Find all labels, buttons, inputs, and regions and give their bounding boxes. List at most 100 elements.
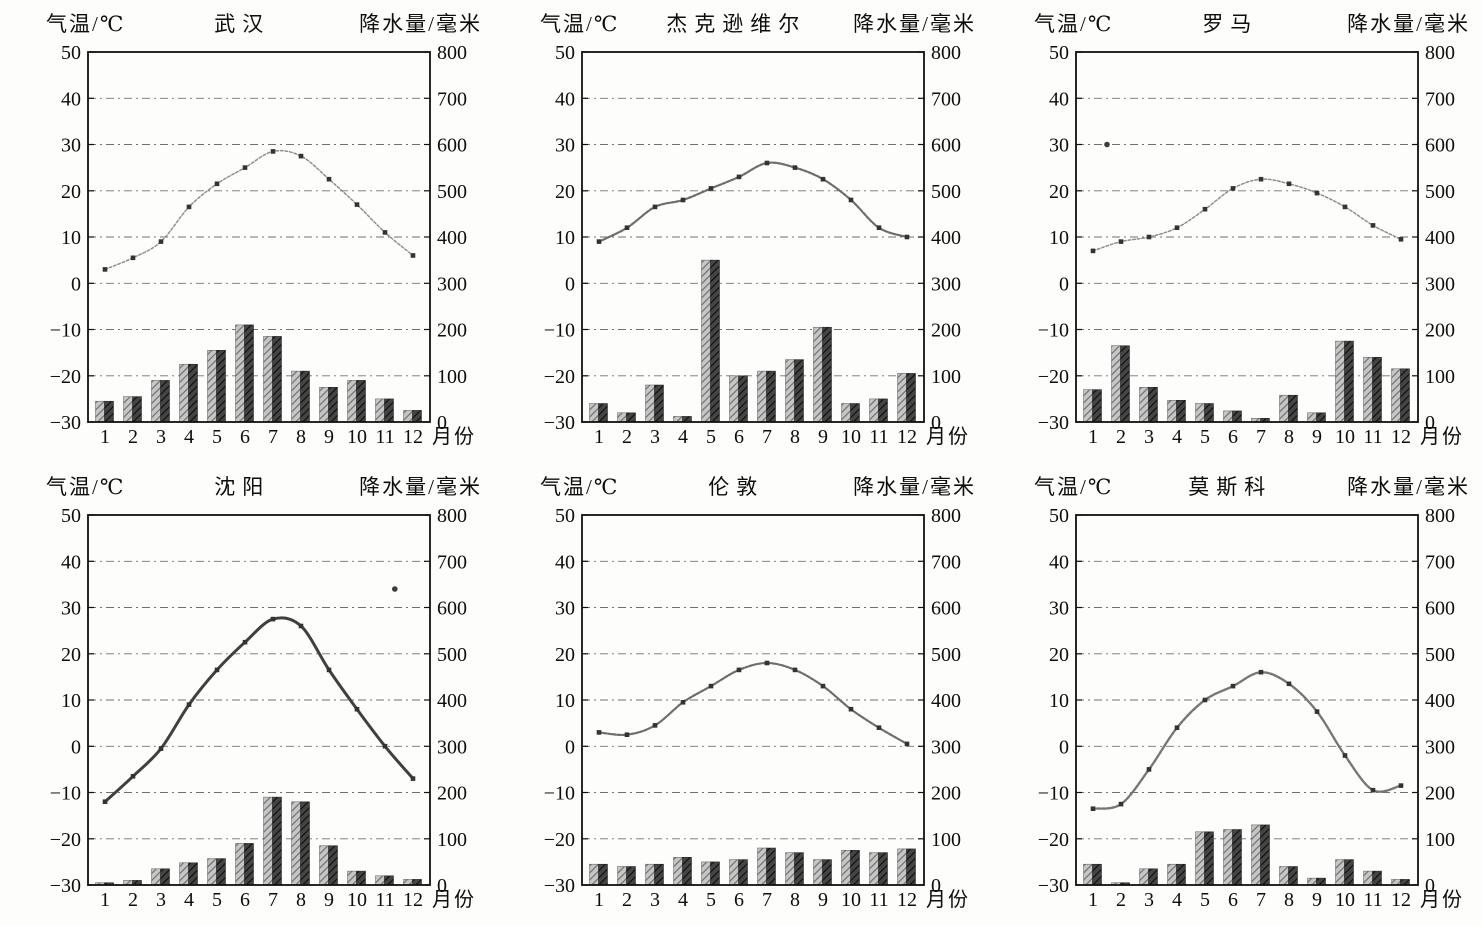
precip-bar-light bbox=[291, 801, 301, 886]
temperature-point bbox=[214, 181, 220, 187]
temperature-point bbox=[596, 730, 602, 735]
city-title: 杰克逊维尔 bbox=[666, 12, 807, 36]
precip-bar-dark bbox=[216, 350, 226, 423]
month-tick-label: 9 bbox=[1312, 889, 1322, 911]
month-axis-label: 月份 bbox=[432, 425, 476, 448]
temperature-points bbox=[102, 149, 416, 272]
temperature-point bbox=[298, 153, 304, 159]
precip-bar-light bbox=[701, 259, 711, 423]
precip-bar-light bbox=[841, 403, 851, 423]
climate-chart-panel: 气温/℃ 杰克逊维尔 降水量/毫米 50 800 40 700 30 600 20 500 10… bbox=[494, 0, 988, 463]
precip-bar-dark bbox=[1148, 387, 1158, 423]
precip-bar-dark bbox=[878, 852, 888, 886]
temperature-point bbox=[1258, 669, 1264, 675]
precip-bar-light bbox=[813, 859, 823, 886]
month-axis-label: 月份 bbox=[1420, 888, 1464, 911]
temp-tick-label: −30 bbox=[50, 875, 81, 897]
temperature-point bbox=[736, 667, 742, 673]
precip-bar-light bbox=[701, 861, 711, 886]
month-tick-label: 1 bbox=[594, 889, 604, 911]
precip-tick-label: 700 bbox=[931, 551, 961, 573]
month-tick-label: 11 bbox=[375, 889, 394, 911]
precip-tick-label: 0 bbox=[437, 412, 447, 434]
precip-tick-label: 700 bbox=[931, 88, 961, 110]
month-tick-label: 9 bbox=[818, 889, 828, 911]
precip-bar-dark bbox=[682, 857, 692, 886]
city-title: 沈阳 bbox=[214, 475, 271, 499]
temperature-point bbox=[708, 683, 714, 689]
temperature-point bbox=[1202, 697, 1208, 703]
precip-bar-dark bbox=[1260, 824, 1270, 886]
precip-tick-label: 0 bbox=[1425, 875, 1435, 897]
chart-area: 50 800 40 700 30 600 20 500 10 400 0 300 −10 200 −20 10… bbox=[494, 501, 988, 925]
gridlines bbox=[88, 560, 430, 840]
precip-bar-dark bbox=[1204, 403, 1214, 423]
temperature-point bbox=[326, 176, 332, 182]
precip-bar-light bbox=[729, 375, 739, 423]
precip-bar-dark bbox=[1176, 400, 1186, 423]
precip-tick-label: 800 bbox=[1425, 42, 1455, 64]
temperature-point bbox=[270, 149, 276, 154]
temp-tick-label: 30 bbox=[1049, 598, 1069, 620]
month-axis-label: 月份 bbox=[926, 425, 970, 448]
temperature-point bbox=[708, 186, 714, 191]
month-tick-label: 10 bbox=[1335, 889, 1355, 911]
month-tick-label: 8 bbox=[790, 889, 800, 911]
temp-axis-label: 气温/℃ bbox=[1034, 12, 1114, 36]
month-tick-label: 1 bbox=[100, 426, 110, 448]
temperature-point bbox=[792, 165, 798, 170]
precipitation-bars bbox=[589, 259, 916, 423]
temperature-point bbox=[298, 623, 304, 629]
month-tick-label: 8 bbox=[1284, 426, 1294, 448]
precip-tick-label: 600 bbox=[437, 598, 467, 620]
temp-tick-label: 50 bbox=[555, 42, 575, 64]
temperature-point bbox=[624, 732, 630, 737]
temperature-point bbox=[1090, 806, 1096, 811]
temp-axis-label: 气温/℃ bbox=[46, 475, 126, 499]
precip-bar-dark bbox=[1288, 394, 1298, 423]
precip-tick-label: 300 bbox=[437, 736, 467, 758]
precip-bar-light bbox=[179, 363, 189, 423]
chart-area: 50 800 40 700 30 600 20 500 10 400 0 300 −10 200 −20 10… bbox=[0, 38, 494, 462]
temperature-point bbox=[764, 660, 770, 666]
precip-bar-dark bbox=[160, 868, 170, 886]
precip-tick-label: 300 bbox=[437, 273, 467, 295]
precip-bar-dark bbox=[1092, 389, 1102, 423]
temperature-point bbox=[848, 197, 854, 203]
precip-tick-label: 300 bbox=[931, 273, 961, 295]
precipitation-bars bbox=[1083, 340, 1410, 423]
month-tick-label: 3 bbox=[1144, 426, 1154, 448]
temp-tick-label: 0 bbox=[1059, 273, 1069, 295]
precip-bar-light bbox=[757, 847, 767, 886]
temp-tick-label: −10 bbox=[1038, 783, 1069, 805]
precip-bar-dark bbox=[850, 403, 860, 423]
precip-bar-dark bbox=[1176, 863, 1186, 886]
month-tick-label: 12 bbox=[1391, 426, 1411, 448]
precip-tick-label: 300 bbox=[1425, 736, 1455, 758]
precip-tick-label: 400 bbox=[931, 690, 961, 712]
precip-bar-light bbox=[375, 398, 385, 423]
precip-tick-label: 0 bbox=[931, 412, 941, 434]
chart-header: 气温/℃ 杰克逊维尔 降水量/毫米 bbox=[494, 8, 988, 38]
precip-bar-light bbox=[1167, 863, 1177, 886]
temperature-point bbox=[102, 799, 108, 804]
precip-bar-dark bbox=[160, 380, 170, 423]
city-title: 罗马 bbox=[1202, 12, 1259, 36]
precip-tick-label: 100 bbox=[1425, 829, 1455, 851]
precip-bar-light bbox=[263, 336, 273, 423]
precip-tick-label: 100 bbox=[931, 366, 961, 388]
precip-bar-light bbox=[729, 859, 739, 886]
temp-tick-label: 50 bbox=[61, 505, 81, 527]
temp-tick-label: 10 bbox=[1049, 690, 1069, 712]
precip-bar-light bbox=[319, 387, 329, 423]
precip-bar-light bbox=[291, 370, 301, 423]
precip-bar-light bbox=[151, 380, 161, 423]
precip-bar-dark bbox=[878, 398, 888, 423]
month-tick-label: 9 bbox=[1312, 426, 1322, 448]
precip-bar-light bbox=[1307, 412, 1317, 423]
month-tick-label: 3 bbox=[650, 889, 660, 911]
month-tick-label: 10 bbox=[347, 426, 367, 448]
precip-bar-light bbox=[95, 400, 105, 423]
